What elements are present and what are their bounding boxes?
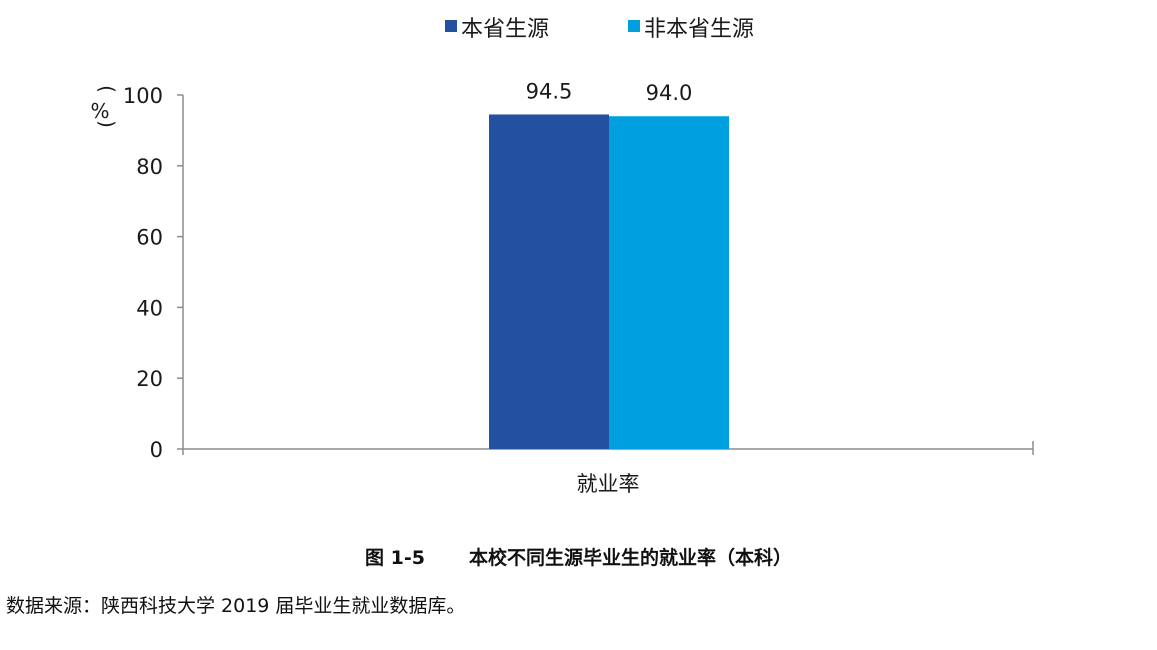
x-axis: 就业率 [182,441,1034,496]
y-axis-label: (%) [90,85,119,128]
legend-swatch [445,20,457,32]
legend-label: 本省生源 [461,17,549,42]
bar-value-label: 94.0 [646,81,693,105]
bar-nonlocal-students [609,116,729,450]
y-axis-label-paren-open: ( [95,85,119,93]
y-tick-label: 60 [136,226,163,250]
y-tick-label: 0 [150,438,163,462]
figure-number: 图 1-5 [365,547,425,569]
y-axis-label-text: % [90,99,109,123]
y-tick-label: 20 [136,367,163,391]
y-tick-label: 100 [123,84,163,108]
data-source-note: 数据来源：陕西科技大学 2019 届毕业生就业数据库。 [6,595,466,617]
bars-group [489,114,729,450]
bar-value-label: 94.5 [526,79,573,103]
legend-swatch [628,20,640,32]
y-tick-label: 40 [136,296,163,320]
figure-title: 本校不同生源毕业生的就业率（本科） [468,547,792,569]
legend-item: 本省生源 [445,17,549,42]
bar-local-students [489,114,609,449]
y-axis-label-paren-close: ) [95,120,119,128]
x-category-label: 就业率 [577,472,640,496]
chart-legend: 本省生源 非本省生源 [445,17,754,42]
legend-item: 非本省生源 [628,17,754,42]
data-labels-group: 94.5 94.0 [526,79,693,105]
y-tick-label: 80 [136,155,163,179]
figure-caption: 图 1-5 本校不同生源毕业生的就业率（本科） [0,543,1157,570]
legend-label: 非本省生源 [644,17,754,42]
